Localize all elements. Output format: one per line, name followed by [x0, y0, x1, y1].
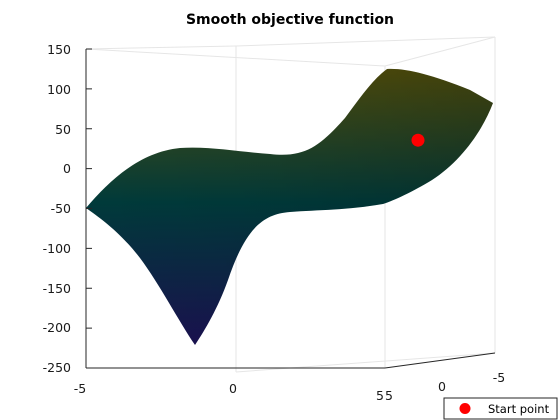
x-tick-labels: -5 0 5: [74, 381, 384, 403]
y-tick-label: 0: [438, 379, 446, 394]
z-tick-label: 50: [55, 122, 71, 137]
x-tick-label: 0: [229, 381, 237, 396]
z-tick-label: -200: [43, 320, 71, 335]
y-axis-line: [384, 352, 496, 369]
x-tick-label: 5: [376, 388, 384, 403]
z-tick-label: -250: [43, 360, 71, 375]
grid-line: [85, 48, 386, 67]
grid-line: [235, 352, 496, 373]
z-tick-label: -150: [43, 281, 71, 296]
z-tick-marks: [86, 48, 92, 369]
z-tick-label: 0: [63, 161, 71, 176]
surface-group: [86, 68, 493, 346]
z-tick-label: -100: [43, 241, 71, 256]
legend-marker: [459, 403, 471, 414]
marker-layer: [411, 133, 425, 147]
z-tick-labels: 150 100 50 0 -50 -100 -150 -200 -250: [43, 42, 71, 375]
grid-line: [235, 36, 496, 47]
start-point-marker: [411, 133, 425, 147]
y-tick-label: 5: [385, 388, 393, 403]
z-tick-label: 100: [47, 82, 71, 97]
chart-title: Smooth objective function: [186, 12, 394, 28]
grid-line: [85, 45, 237, 50]
grid-line: [384, 36, 496, 67]
x-tick-label: -5: [74, 381, 86, 396]
z-tick-label: 150: [47, 42, 71, 57]
surface-shading: [86, 68, 493, 346]
legend-box: [443, 397, 558, 420]
legend[interactable]: Start point: [443, 397, 558, 420]
y-tick-labels: 5 0 -5: [385, 370, 505, 403]
z-tick-label: -50: [51, 201, 71, 216]
y-tick-label: -5: [493, 370, 505, 385]
legend-entry-label: Start point: [488, 402, 550, 416]
